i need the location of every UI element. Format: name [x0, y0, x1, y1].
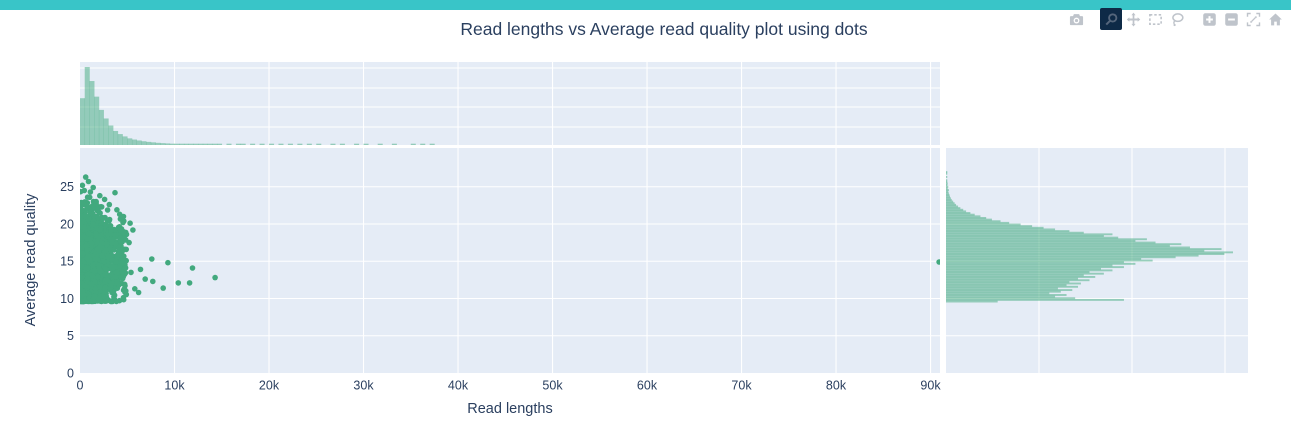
y-tick-label: 25: [60, 180, 74, 194]
magnifier-icon: [1105, 12, 1117, 25]
zoom-out-button[interactable]: [1220, 8, 1242, 30]
y-axis-title: Average read quality: [23, 193, 39, 327]
reset-axes-button[interactable]: [1264, 8, 1286, 30]
dashed-box-icon: [1148, 13, 1162, 25]
zoom-button[interactable]: [1100, 8, 1122, 30]
download-png-button[interactable]: [1065, 8, 1087, 30]
top-histogram-panel[interactable]: [80, 62, 940, 145]
plus-square-icon: [1202, 12, 1216, 26]
autoscale-button[interactable]: [1242, 8, 1264, 30]
y-tick-label: 15: [60, 255, 74, 269]
top-accent-bar: [0, 0, 1291, 10]
x-tick-label: 80k: [826, 379, 847, 393]
x-tick-label: 40k: [448, 379, 469, 393]
y-tick-label: 20: [60, 218, 74, 232]
home-icon: [1268, 13, 1282, 25]
x-tick-label: 50k: [542, 379, 563, 393]
camera-icon: [1069, 13, 1083, 25]
lasso-select-button[interactable]: [1166, 8, 1188, 30]
pan-button[interactable]: [1122, 8, 1144, 30]
y-tick-label: 10: [60, 292, 74, 306]
axis-tick-labels: 0 10k 20k 30k 40k 50k 60k 70k 80k 90k 0 5 10 15 20 25: [60, 180, 941, 392]
x-axis-title: Read lengths: [467, 401, 553, 417]
top-histogram-bars: [80, 67, 435, 145]
y-tick-label: 5: [67, 329, 74, 343]
minus-square-icon: [1224, 12, 1238, 26]
chart-title: Read lengths vs Average read quality plo…: [460, 19, 868, 39]
plotly-modebar: [1065, 7, 1286, 31]
autoscale-icon: [1246, 12, 1260, 26]
main-plot-area[interactable]: [80, 148, 940, 373]
pan-arrows-icon: [1126, 12, 1140, 26]
x-tick-label: 60k: [637, 379, 658, 393]
scatter-points: [80, 174, 940, 305]
x-tick-label: 30k: [353, 379, 374, 393]
lasso-icon: [1171, 12, 1184, 26]
x-tick-label: 0: [77, 379, 84, 393]
gridlines: [80, 62, 1248, 373]
x-tick-label: 90k: [920, 379, 941, 393]
right-histogram-bars: [946, 171, 1233, 303]
x-tick-label: 70k: [731, 379, 752, 393]
x-tick-label: 20k: [259, 379, 280, 393]
x-tick-label: 10k: [164, 379, 185, 393]
box-select-button[interactable]: [1144, 8, 1166, 30]
y-tick-label: 0: [67, 367, 74, 381]
zoom-in-button[interactable]: [1198, 8, 1220, 30]
